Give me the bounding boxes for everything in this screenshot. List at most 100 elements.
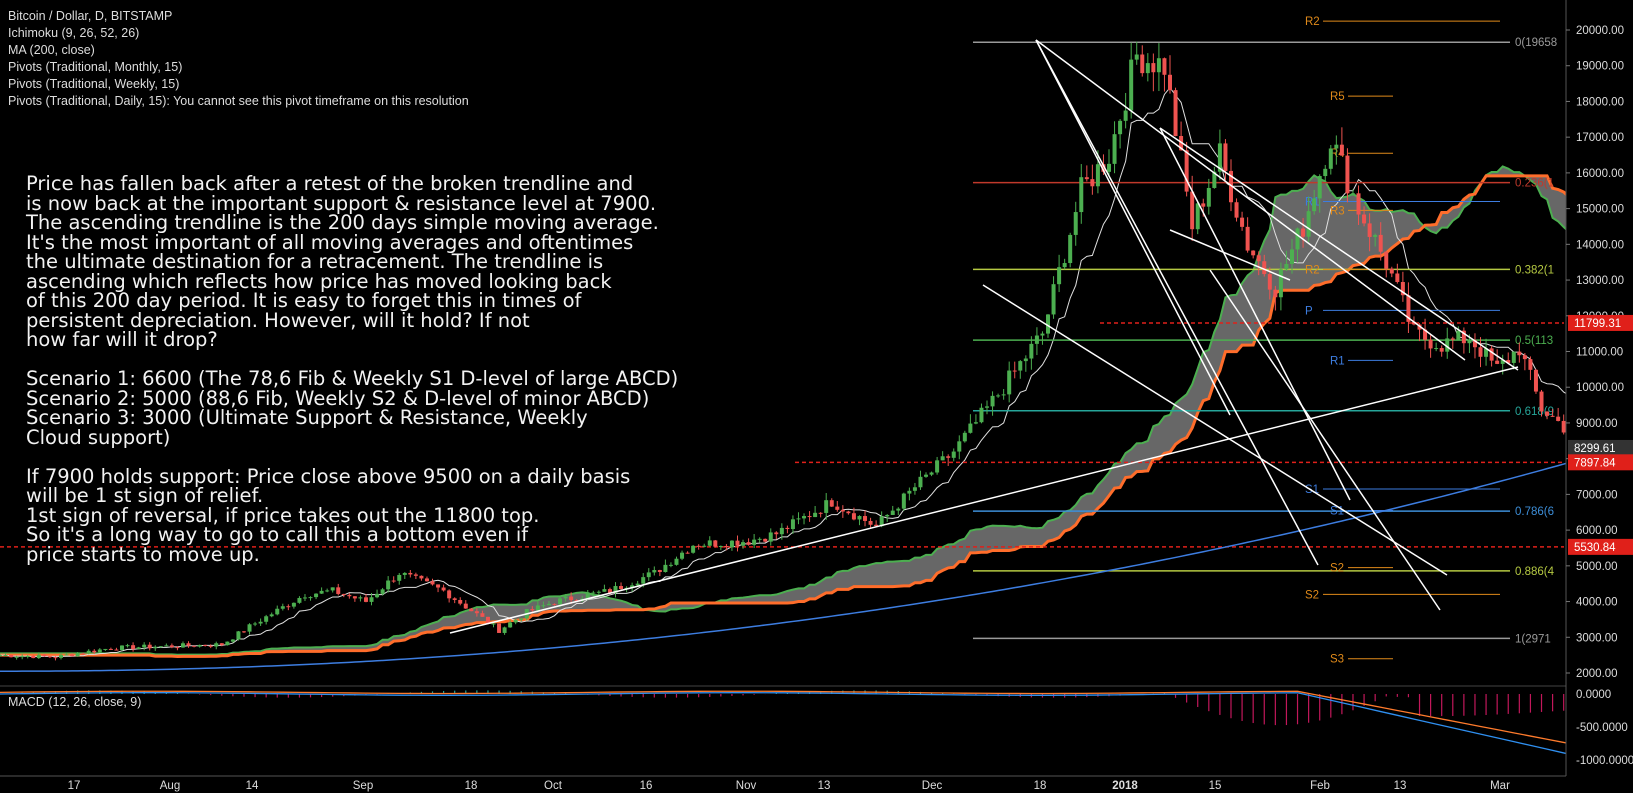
legend-indicator[interactable]: Pivots (Traditional, Daily, 15): You can… bbox=[8, 94, 469, 108]
candle-body bbox=[896, 508, 901, 511]
y-tick-label: 20000.00 bbox=[1576, 25, 1624, 37]
candle-body bbox=[469, 608, 474, 612]
candle-body bbox=[1123, 110, 1128, 121]
candle-body bbox=[696, 545, 701, 547]
price-tag-label: 11799.31 bbox=[1574, 318, 1621, 330]
candle-body bbox=[813, 512, 818, 518]
candle-body bbox=[1262, 261, 1267, 275]
candle-body bbox=[674, 558, 679, 565]
fib-level-label: 1(2971 bbox=[1515, 633, 1551, 645]
candle-body bbox=[430, 581, 435, 585]
macd-pane bbox=[0, 685, 1609, 762]
macd-legend[interactable]: MACD (12, 26, close, 9) bbox=[8, 695, 142, 709]
candle-body bbox=[613, 586, 618, 593]
candle-body bbox=[1201, 203, 1206, 207]
candle-body bbox=[197, 644, 202, 647]
candle-body bbox=[81, 653, 86, 655]
candle-body bbox=[436, 584, 441, 588]
legend-indicator[interactable]: MA (200, close) bbox=[8, 43, 95, 57]
candle-body bbox=[1428, 339, 1433, 349]
y-tick-label: 2000.00 bbox=[1576, 668, 1618, 680]
fib-level-label: 0.236(1 bbox=[1515, 178, 1554, 190]
candle-body bbox=[441, 587, 446, 591]
candle-body bbox=[1489, 348, 1494, 361]
price-tag-bg bbox=[1568, 454, 1633, 471]
candle-body bbox=[97, 649, 102, 653]
candle-body bbox=[785, 527, 790, 530]
candle-body bbox=[652, 570, 657, 573]
candle-body bbox=[42, 654, 47, 657]
pivot-label: S2 bbox=[1330, 563, 1344, 575]
candle-body bbox=[1012, 370, 1017, 372]
candle-body bbox=[402, 572, 407, 575]
candle-body bbox=[1023, 358, 1028, 362]
candle-body bbox=[491, 623, 496, 625]
candle-body bbox=[1206, 187, 1211, 207]
y-tick-label: 14000.00 bbox=[1576, 239, 1624, 251]
candle-body bbox=[1079, 177, 1084, 213]
candle-body bbox=[546, 603, 551, 606]
candle-body bbox=[297, 597, 302, 603]
legend-indicator[interactable]: Pivots (Traditional, Monthly, 15) bbox=[8, 60, 183, 74]
x-tick-label: Aug bbox=[160, 780, 180, 792]
time-axis: 17 Aug 14 Sep 18 Oct 16 Nov 13 Dec 18 2018 15 Feb 13 Ma… bbox=[0, 775, 1566, 792]
y-tick-label: 16000.00 bbox=[1576, 168, 1624, 180]
candle-body bbox=[280, 606, 285, 609]
candle-body bbox=[70, 654, 75, 657]
candle-body bbox=[1334, 144, 1339, 149]
candle-body bbox=[985, 406, 990, 408]
y-tick-label: 19000.00 bbox=[1576, 61, 1624, 73]
candle-body bbox=[358, 597, 363, 599]
price-tag-label: 8299.61 bbox=[1574, 443, 1616, 455]
pivot-label: S3 bbox=[1330, 654, 1344, 666]
legend-indicator[interactable]: Pivots (Traditional, Weekly, 15) bbox=[8, 77, 180, 91]
candle-body bbox=[142, 644, 147, 648]
candle-body bbox=[1423, 329, 1428, 340]
candle-body bbox=[1461, 330, 1466, 344]
candle-body bbox=[1561, 420, 1566, 433]
candle-body bbox=[1228, 170, 1233, 203]
candle-body bbox=[990, 395, 995, 407]
candle-body bbox=[1007, 370, 1012, 395]
candle-body bbox=[1234, 202, 1239, 218]
candle-body bbox=[1001, 394, 1006, 396]
price-tag-bg bbox=[1568, 538, 1633, 555]
candle-body bbox=[774, 532, 779, 535]
candle-body bbox=[413, 574, 418, 576]
candle-body bbox=[1273, 289, 1278, 298]
candle-body bbox=[1317, 176, 1322, 199]
candle-body bbox=[1467, 340, 1472, 344]
candle-body bbox=[707, 540, 712, 546]
candle-body bbox=[497, 623, 502, 633]
candles bbox=[0, 41, 1583, 661]
candle-body bbox=[225, 641, 230, 646]
candle-body bbox=[779, 527, 784, 535]
candle-body bbox=[347, 594, 352, 597]
candle-body bbox=[103, 648, 108, 650]
candle-body bbox=[108, 648, 113, 650]
candle-body bbox=[541, 605, 546, 607]
chart-legend: Bitcoin / Dollar, D, BITSTAMP Ichimoku (… bbox=[8, 8, 469, 110]
candle-body bbox=[680, 552, 685, 559]
pivot-label: S1 bbox=[1330, 505, 1344, 517]
pivot-label: P bbox=[1305, 305, 1313, 317]
pivot-label: R1 bbox=[1330, 355, 1345, 367]
legend-indicator[interactable]: Ichimoku (9, 26, 52, 26) bbox=[8, 26, 140, 40]
candle-body bbox=[86, 650, 91, 654]
note-paragraph: Price has fallen back after a retest of … bbox=[26, 172, 659, 351]
candle-body bbox=[1373, 234, 1378, 237]
candle-body bbox=[1356, 193, 1361, 215]
candle-body bbox=[951, 451, 956, 458]
candle-body bbox=[646, 572, 651, 578]
candle-body bbox=[513, 619, 518, 623]
y-tick-label: 5000.00 bbox=[1576, 561, 1618, 573]
candle-body bbox=[75, 653, 80, 657]
candle-body bbox=[918, 476, 923, 488]
candle-body bbox=[1339, 144, 1344, 156]
candle-body bbox=[1251, 250, 1256, 256]
candle-body bbox=[957, 441, 962, 452]
candle-body bbox=[208, 645, 213, 647]
tenkan-sen bbox=[0, 86, 1581, 658]
candle-body bbox=[1140, 54, 1145, 74]
